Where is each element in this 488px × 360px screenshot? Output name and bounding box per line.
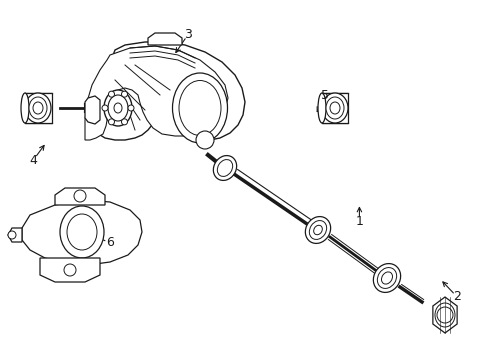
- Ellipse shape: [377, 267, 396, 288]
- Ellipse shape: [172, 73, 227, 143]
- Circle shape: [74, 190, 86, 202]
- Polygon shape: [432, 297, 456, 333]
- Text: 2: 2: [452, 291, 460, 303]
- Text: 5: 5: [321, 89, 328, 102]
- Circle shape: [436, 307, 452, 323]
- Ellipse shape: [25, 93, 51, 123]
- Ellipse shape: [373, 264, 400, 292]
- Polygon shape: [40, 258, 100, 282]
- Polygon shape: [25, 93, 52, 123]
- Circle shape: [121, 91, 127, 97]
- Circle shape: [196, 131, 214, 149]
- Circle shape: [102, 105, 108, 111]
- Ellipse shape: [317, 93, 325, 123]
- Polygon shape: [321, 93, 347, 123]
- Polygon shape: [85, 96, 100, 124]
- Ellipse shape: [60, 206, 104, 258]
- Ellipse shape: [213, 156, 236, 180]
- Circle shape: [108, 91, 114, 97]
- Ellipse shape: [325, 97, 343, 119]
- Ellipse shape: [305, 217, 330, 243]
- Ellipse shape: [67, 214, 97, 250]
- Ellipse shape: [313, 225, 322, 235]
- Circle shape: [108, 119, 114, 125]
- Circle shape: [64, 264, 76, 276]
- Ellipse shape: [217, 159, 232, 176]
- Ellipse shape: [33, 102, 43, 114]
- Ellipse shape: [104, 90, 132, 126]
- Ellipse shape: [434, 303, 454, 327]
- Polygon shape: [22, 200, 142, 265]
- Circle shape: [8, 231, 16, 239]
- Text: 6: 6: [106, 237, 114, 249]
- Ellipse shape: [329, 102, 339, 114]
- Text: 4: 4: [29, 154, 37, 167]
- Polygon shape: [55, 188, 105, 205]
- Ellipse shape: [21, 93, 29, 123]
- Text: 1: 1: [355, 215, 363, 228]
- Ellipse shape: [114, 103, 122, 113]
- Polygon shape: [8, 228, 22, 242]
- Ellipse shape: [29, 97, 47, 119]
- Polygon shape: [85, 46, 227, 140]
- Ellipse shape: [321, 93, 347, 123]
- Ellipse shape: [108, 95, 128, 121]
- Ellipse shape: [381, 272, 392, 284]
- Circle shape: [128, 105, 134, 111]
- Ellipse shape: [179, 81, 221, 135]
- Text: 3: 3: [184, 28, 192, 41]
- Polygon shape: [90, 42, 244, 140]
- Circle shape: [121, 119, 127, 125]
- Ellipse shape: [309, 221, 326, 239]
- Polygon shape: [148, 33, 182, 45]
